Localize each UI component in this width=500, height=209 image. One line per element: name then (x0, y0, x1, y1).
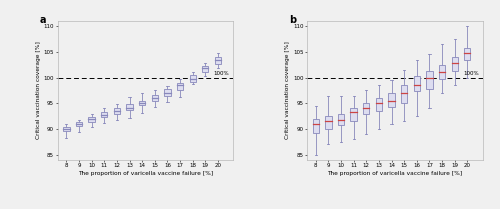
Y-axis label: Critical vaccination coverage [%]: Critical vaccination coverage [%] (36, 41, 41, 139)
Bar (139, 101, 145, 105)
X-axis label: The proportion of varicella vaccine failure [%]: The proportion of varicella vaccine fail… (78, 171, 213, 176)
Bar (215, 57, 221, 64)
Bar (414, 76, 420, 91)
Text: 100%: 100% (463, 71, 478, 76)
Bar (152, 94, 158, 101)
Bar (439, 65, 445, 79)
Bar (177, 83, 183, 90)
Bar (363, 103, 370, 113)
Bar (202, 66, 208, 72)
Bar (126, 104, 132, 111)
Bar (101, 112, 107, 117)
Text: b: b (290, 15, 296, 25)
Y-axis label: Critical vaccination coverage [%]: Critical vaccination coverage [%] (285, 41, 290, 139)
Text: 100%: 100% (214, 71, 230, 76)
Bar (325, 116, 332, 129)
Bar (401, 85, 407, 103)
Bar (426, 71, 432, 89)
Bar (388, 93, 394, 107)
Bar (452, 57, 458, 71)
Bar (376, 98, 382, 111)
Bar (464, 48, 470, 60)
Text: a: a (40, 15, 46, 25)
Bar (88, 117, 95, 122)
Bar (190, 75, 196, 82)
Bar (350, 108, 357, 121)
Bar (338, 113, 344, 125)
Bar (164, 89, 170, 96)
Bar (312, 119, 319, 133)
Bar (114, 108, 120, 113)
X-axis label: The proportion of varicella vaccine failure [%]: The proportion of varicella vaccine fail… (327, 171, 462, 176)
Bar (76, 122, 82, 126)
Bar (63, 127, 70, 131)
